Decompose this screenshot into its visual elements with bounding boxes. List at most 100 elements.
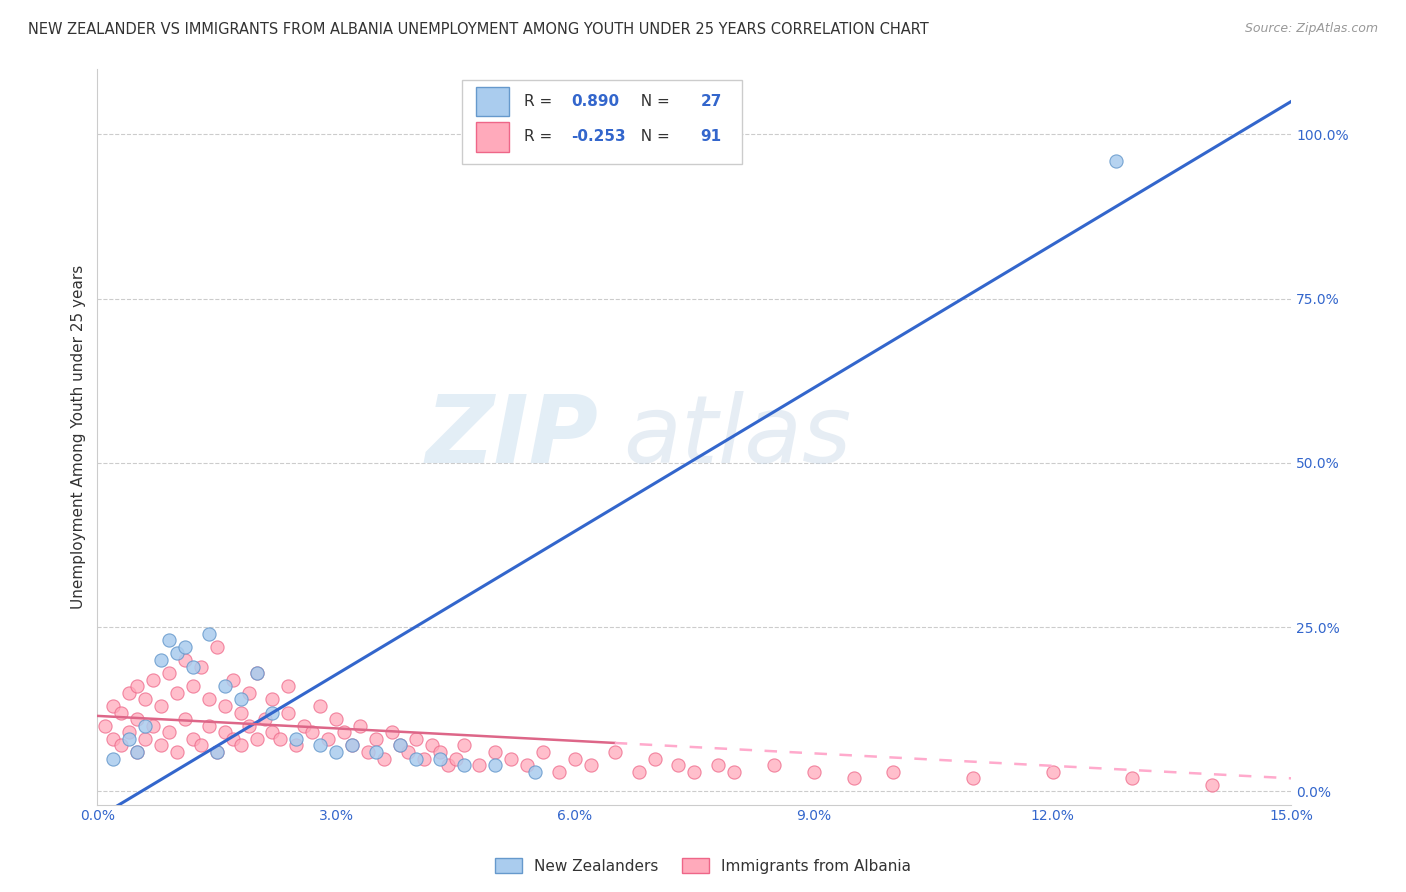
Point (564, 751, 586, 765)
Text: 91: 91 (700, 129, 721, 145)
Point (197, 692, 219, 706)
Point (420, 739, 443, 753)
Point (269, 731, 291, 746)
Point (197, 719, 219, 733)
Point (229, 739, 252, 753)
Point (388, 739, 411, 753)
Point (214, 699, 236, 714)
Point (277, 706, 299, 720)
Point (142, 719, 165, 733)
Text: R =: R = (523, 95, 557, 109)
Point (531, 745, 554, 759)
Point (683, 764, 706, 779)
Point (436, 758, 458, 772)
Point (962, 772, 984, 786)
Point (262, 692, 284, 706)
Point (668, 758, 690, 772)
Text: NEW ZEALANDER VS IMMIGRANTS FROM ALBANIA UNEMPLOYMENT AMONG YOUTH UNDER 25 YEARS: NEW ZEALANDER VS IMMIGRANTS FROM ALBANIA… (28, 22, 929, 37)
Point (197, 626, 219, 640)
Point (429, 751, 451, 765)
Point (157, 725, 180, 739)
Point (723, 764, 745, 779)
Point (644, 751, 666, 765)
Point (316, 731, 339, 746)
Point (214, 725, 236, 739)
Point (429, 745, 451, 759)
Text: R =: R = (523, 129, 557, 145)
Point (150, 653, 173, 667)
Point (174, 653, 197, 667)
Point (134, 692, 156, 706)
Point (301, 725, 323, 739)
Point (157, 633, 180, 648)
FancyBboxPatch shape (475, 87, 509, 116)
Text: N =: N = (631, 95, 675, 109)
Point (190, 739, 212, 753)
Point (453, 739, 475, 753)
Point (134, 719, 156, 733)
FancyBboxPatch shape (475, 122, 509, 152)
Point (150, 739, 173, 753)
Point (524, 764, 547, 779)
Point (166, 686, 188, 700)
Point (1121, 772, 1143, 786)
Point (238, 719, 260, 733)
Point (110, 739, 132, 753)
Point (444, 751, 467, 765)
Text: atlas: atlas (623, 391, 851, 482)
Point (190, 659, 212, 673)
Point (484, 745, 506, 759)
Point (166, 647, 188, 661)
Point (127, 679, 149, 693)
Point (882, 764, 904, 779)
Point (803, 764, 825, 779)
Point (349, 719, 371, 733)
Point (627, 764, 650, 779)
Point (325, 745, 347, 759)
Text: ZIP: ZIP (426, 391, 599, 483)
Point (762, 758, 785, 772)
Point (118, 731, 141, 746)
Point (229, 692, 252, 706)
Point (340, 739, 363, 753)
Legend: New Zealanders, Immigrants from Albania: New Zealanders, Immigrants from Albania (488, 852, 918, 880)
Point (142, 673, 165, 687)
Point (103, 699, 125, 714)
Point (118, 725, 141, 739)
Point (181, 659, 204, 673)
Point (221, 731, 243, 746)
Point (309, 699, 332, 714)
Point (157, 666, 180, 681)
Point (262, 706, 284, 720)
Point (214, 679, 236, 693)
Point (453, 758, 475, 772)
Point (405, 731, 427, 746)
Point (181, 731, 204, 746)
Point (205, 745, 228, 759)
Point (245, 666, 267, 681)
Point (309, 739, 332, 753)
Text: 0.890: 0.890 (571, 95, 620, 109)
Point (103, 731, 125, 746)
Point (118, 686, 141, 700)
Point (253, 712, 276, 726)
Point (579, 758, 602, 772)
Point (516, 758, 538, 772)
Point (364, 731, 387, 746)
Point (277, 679, 299, 693)
Point (127, 745, 149, 759)
Point (603, 745, 626, 759)
Point (262, 725, 284, 739)
Point (103, 751, 125, 765)
Point (707, 758, 730, 772)
Point (1042, 764, 1064, 779)
Point (205, 640, 228, 654)
Point (229, 706, 252, 720)
Point (110, 706, 132, 720)
Point (292, 719, 315, 733)
Point (238, 686, 260, 700)
Point (325, 712, 347, 726)
Point (396, 745, 419, 759)
Point (245, 731, 267, 746)
Y-axis label: Unemployment Among Youth under 25 years: Unemployment Among Youth under 25 years (72, 264, 86, 608)
